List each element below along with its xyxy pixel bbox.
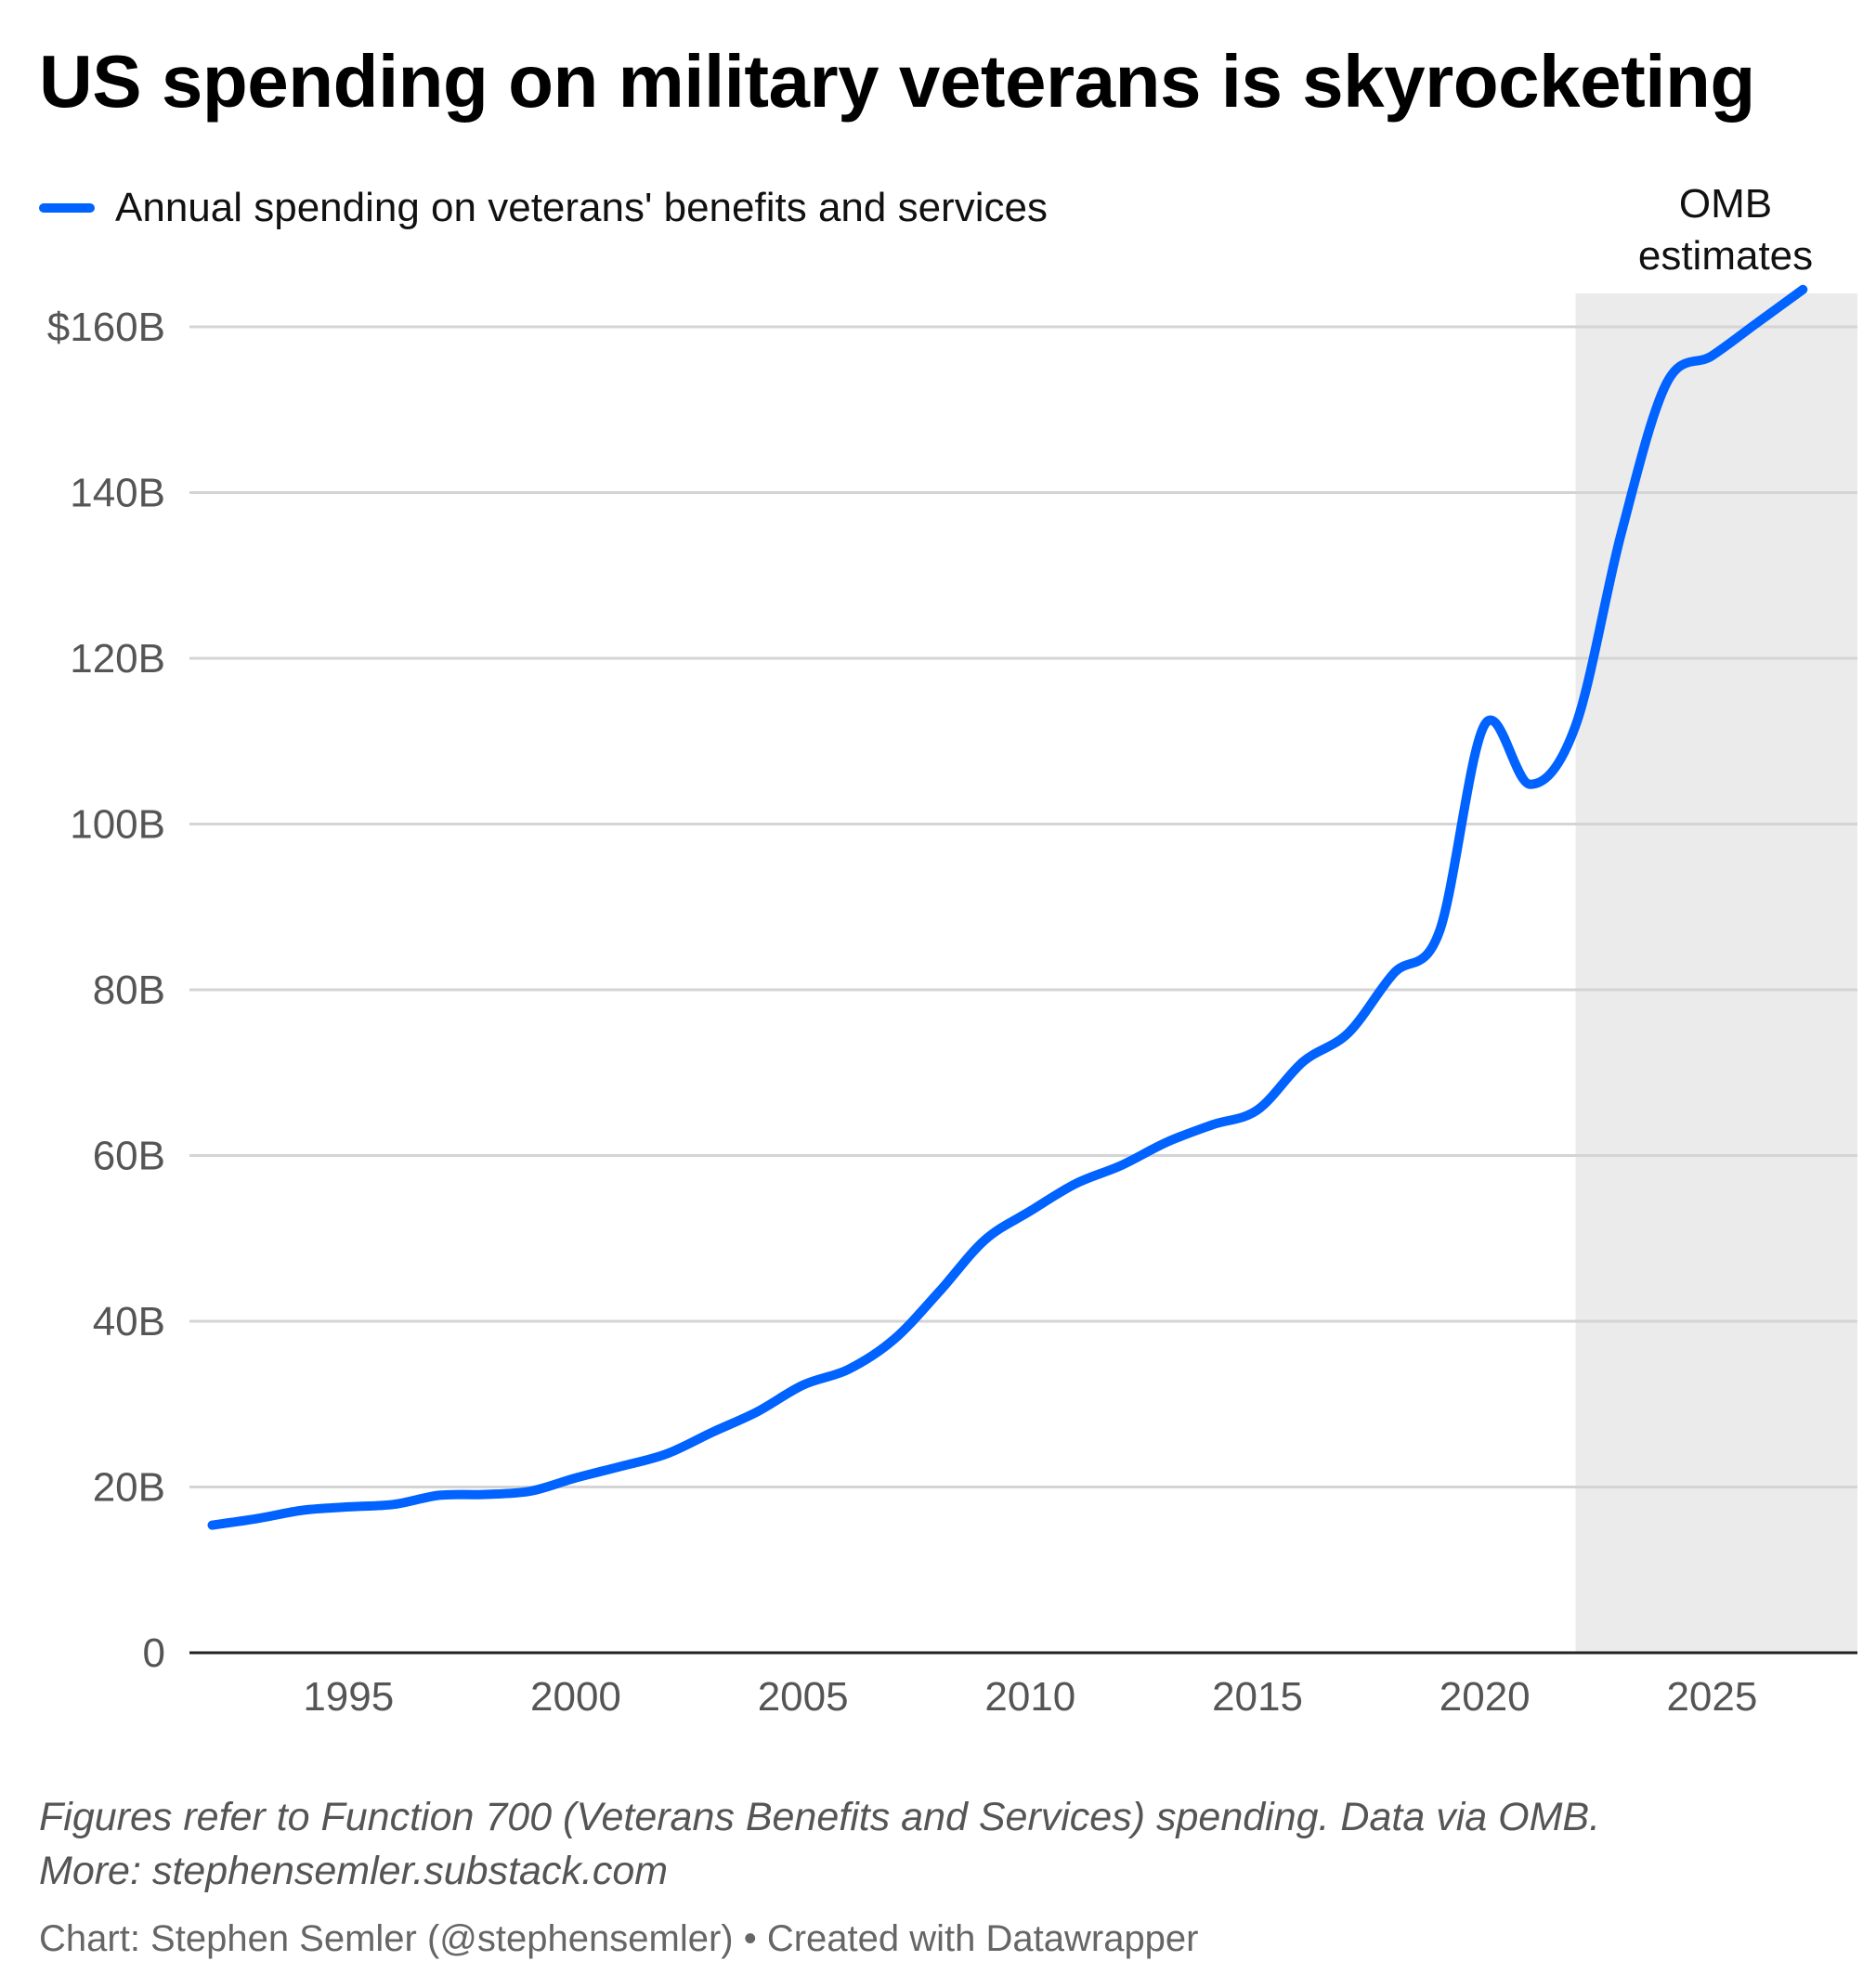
chart-title: US spending on military veterans is skyr… [39, 40, 1755, 123]
legend-swatch [39, 203, 95, 213]
annotation-line-2: estimates [1638, 233, 1813, 279]
notes-line-2: More: stephensemler.substack.com [39, 1849, 669, 1893]
x-tick-label: 2005 [758, 1674, 849, 1720]
y-tick-label: 40B [93, 1299, 165, 1344]
y-tick-label: 80B [93, 968, 165, 1013]
y-tick-label: 140B [70, 471, 165, 516]
x-tick-label: 1995 [303, 1674, 394, 1720]
x-tick-label: 2000 [530, 1674, 621, 1720]
omb-estimates-shade [1575, 293, 1857, 1653]
y-tick-label: 0 [143, 1630, 165, 1676]
notes-line-1: Figures refer to Function 700 (Veterans … [39, 1795, 1601, 1839]
x-tick-label: 2020 [1440, 1674, 1531, 1720]
chart-notes: Figures refer to Function 700 (Veterans … [39, 1790, 1600, 1898]
x-tick-label: 2025 [1666, 1674, 1757, 1720]
legend: Annual spending on veterans' benefits an… [39, 182, 1048, 234]
y-tick-label: 60B [93, 1134, 165, 1179]
y-tick-label: 120B [70, 636, 165, 682]
x-tick-label: 2015 [1212, 1674, 1303, 1720]
series-line-veterans-spending [207, 284, 1808, 1530]
annotation-line-1: OMB [1679, 181, 1772, 227]
line-chart: 0 20B 40B 60B 80B 100B 120B 140B $160B 1995 2000 2… [47, 181, 1857, 1720]
y-tick-label: 20B [93, 1465, 165, 1511]
y-tick-label: 100B [70, 802, 165, 848]
y-tick-label: $160B [47, 305, 165, 350]
x-tick-label: 2010 [984, 1674, 1075, 1720]
legend-label: Annual spending on veterans' benefits an… [115, 185, 1048, 230]
chart-credit: Chart: Stephen Semler (@stephensemler) •… [39, 1918, 1199, 1959]
